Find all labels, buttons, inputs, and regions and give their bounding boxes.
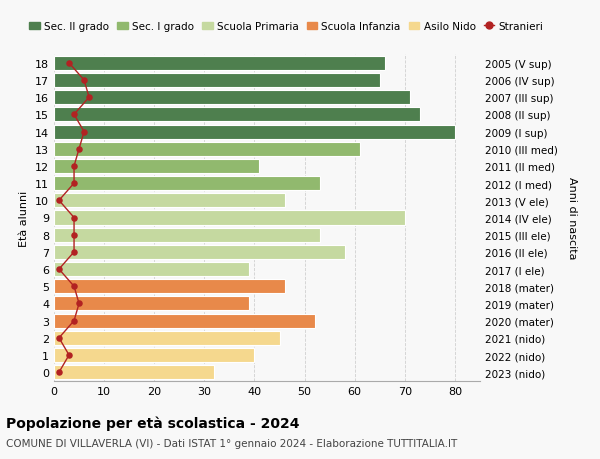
Point [69, 283, 79, 290]
Bar [54, 228, 320, 242]
Bar [54, 142, 360, 157]
Point [69, 163, 79, 170]
Point [69, 214, 79, 222]
Bar [54, 331, 280, 345]
Point [79, 77, 89, 84]
Text: COMUNE DI VILLAVERLA (VI) - Dati ISTAT 1° gennaio 2024 - Elaborazione TUTTITALIA: COMUNE DI VILLAVERLA (VI) - Dati ISTAT 1… [6, 438, 457, 448]
Bar [54, 74, 380, 88]
Bar [54, 125, 455, 139]
Y-axis label: Età alunni: Età alunni [19, 190, 29, 246]
Point [69, 317, 79, 325]
Point [54, 335, 64, 342]
Bar [54, 56, 385, 71]
Bar [54, 263, 250, 276]
Point [69, 231, 79, 239]
Point [79, 129, 89, 136]
Point [64, 352, 74, 359]
Point [54, 266, 64, 273]
Bar [54, 91, 410, 105]
Bar [54, 160, 259, 174]
Point [64, 60, 74, 67]
Bar [54, 314, 314, 328]
Y-axis label: Anni di nascita: Anni di nascita [567, 177, 577, 259]
Point [69, 180, 79, 187]
Bar [54, 108, 420, 122]
Bar [54, 297, 250, 311]
Point [69, 249, 79, 256]
Bar [54, 280, 284, 294]
Bar [54, 177, 320, 191]
Bar [54, 348, 254, 362]
Bar [54, 211, 405, 225]
Point [84, 94, 94, 101]
Bar [54, 365, 214, 380]
Point [74, 146, 84, 153]
Point [74, 300, 84, 308]
Bar [54, 245, 344, 259]
Legend: Sec. II grado, Sec. I grado, Scuola Primaria, Scuola Infanzia, Asilo Nido, Stran: Sec. II grado, Sec. I grado, Scuola Prim… [25, 18, 548, 36]
Point [54, 369, 64, 376]
Text: Popolazione per età scolastica - 2024: Popolazione per età scolastica - 2024 [6, 415, 299, 430]
Bar [54, 194, 284, 208]
Point [69, 112, 79, 119]
Point [54, 197, 64, 205]
